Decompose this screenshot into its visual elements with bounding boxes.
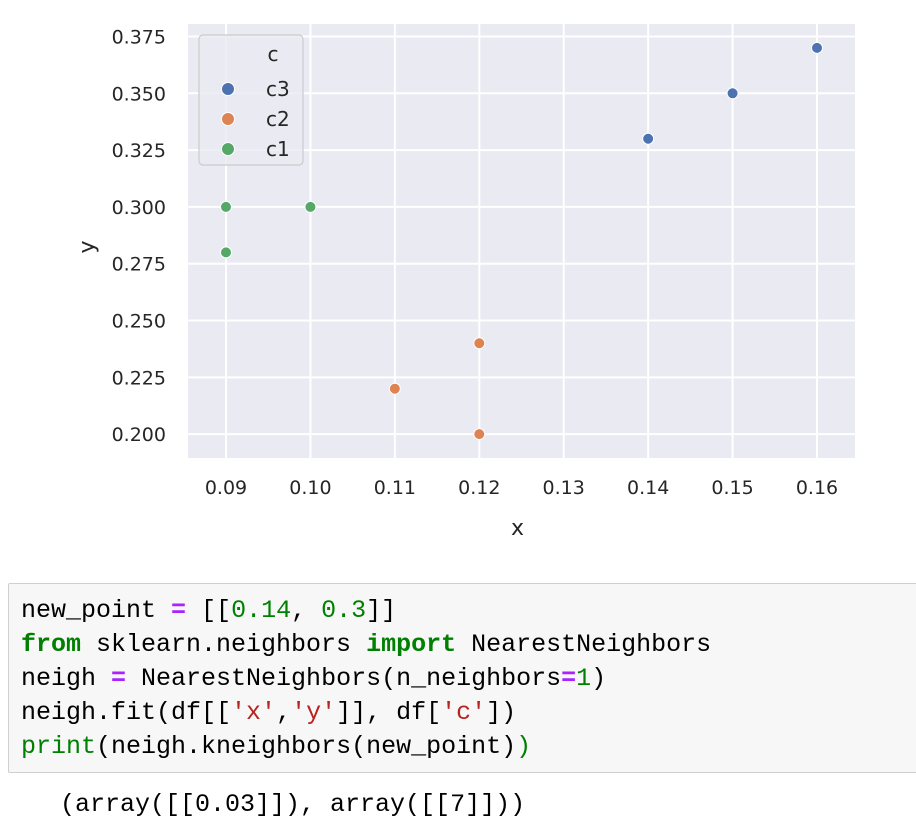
y-tick-label: 0.225 — [112, 367, 166, 389]
code-token: 'y' — [291, 698, 337, 727]
data-point-c2 — [473, 337, 486, 350]
y-tick-label: 0.200 — [112, 424, 166, 446]
legend-label-c3: c3 — [266, 77, 290, 101]
code-token: print — [21, 732, 97, 761]
legend-marker-c2 — [221, 112, 235, 126]
legend-marker-c3 — [221, 82, 235, 96]
data-point-c3 — [726, 87, 739, 100]
x-tick-label: 0.10 — [289, 477, 331, 499]
code-token: neigh.kneighbors(new_point) — [111, 732, 517, 761]
y-tick-label: 0.300 — [112, 197, 166, 219]
code-line: from sklearn.neighbors import NearestNei… — [21, 628, 711, 662]
code-token: 0.14 — [231, 596, 292, 625]
code-token: 'c' — [441, 698, 487, 727]
code-token: = — [561, 664, 577, 693]
code-line: neigh = NearestNeighbors(n_neighbors=1) — [21, 662, 606, 696]
code-token: 'x' — [231, 698, 277, 727]
x-tick-label: 0.12 — [458, 477, 500, 499]
code-token: 1 — [576, 664, 592, 693]
code-token: from — [21, 630, 82, 659]
code-token: = — [171, 596, 187, 625]
x-tick-label: 0.09 — [205, 477, 247, 499]
chart-svg: 0.09 0.10 0.11 0.12 0.13 0.14 0.15 0.16 0.200 0.2… — [75, 24, 855, 541]
code-token: new_point — [21, 596, 172, 625]
code-token: ]] — [366, 596, 397, 625]
legend-label-c2: c2 — [266, 107, 290, 131]
code-token: 0.3 — [321, 596, 367, 625]
data-point-c2 — [388, 382, 401, 395]
code-token: sklearn.neighbors — [81, 630, 367, 659]
code-token: neigh — [21, 664, 112, 693]
code-line: neigh.fit(df[['x','y']], df['c']) — [21, 696, 516, 730]
x-tick-label: 0.16 — [796, 477, 838, 499]
code-token: import — [366, 630, 457, 659]
x-tick-label: 0.15 — [711, 477, 753, 499]
code-token: ) — [516, 732, 532, 761]
legend-marker-c1 — [221, 142, 235, 156]
cell-output: (array([[0.03]]), array([[7]])) — [60, 790, 526, 819]
data-point-c1 — [219, 246, 232, 259]
data-point-c3 — [642, 132, 655, 145]
data-point-c1 — [219, 200, 232, 213]
data-point-c1 — [304, 200, 317, 213]
code-line: new_point = [[0.14, 0.3]] — [21, 594, 396, 628]
code-token: , — [276, 698, 292, 727]
data-point-c3 — [811, 41, 824, 54]
x-tick-label: 0.13 — [543, 477, 585, 499]
code-token: , — [291, 596, 322, 625]
y-tick-label: 0.325 — [112, 140, 166, 162]
code-token: = — [111, 664, 127, 693]
code-token: NearestNeighbors — [456, 630, 712, 659]
y-tick-label: 0.250 — [112, 311, 166, 333]
x-axis-label: x — [511, 516, 524, 541]
code-token: ) — [591, 664, 607, 693]
code-cell[interactable]: new_point = [[0.14, 0.3]] from sklearn.ne… — [8, 583, 916, 773]
data-point-c2 — [473, 428, 486, 441]
x-tick-label: 0.14 — [627, 477, 669, 499]
legend-label-c1: c1 — [266, 137, 290, 161]
code-line: print(neigh.kneighbors(new_point)) — [21, 730, 531, 764]
x-tick-label: 0.11 — [374, 477, 416, 499]
legend-title: c — [268, 42, 279, 66]
y-tick-label: 0.375 — [112, 26, 166, 48]
code-token: ]], df[ — [336, 698, 442, 727]
code-token: [[ — [186, 596, 232, 625]
code-token: NearestNeighbors(n_neighbors — [126, 664, 562, 693]
code-token: ( — [96, 732, 112, 761]
scatter-chart: 0.09 0.10 0.11 0.12 0.13 0.14 0.15 0.16 0.200 0.2… — [75, 24, 855, 541]
y-tick-label: 0.350 — [112, 83, 166, 105]
code-token: neigh.fit(df[[ — [21, 698, 232, 727]
code-token: ]) — [486, 698, 517, 727]
y-axis-label: y — [75, 240, 100, 253]
y-tick-label: 0.275 — [112, 254, 166, 276]
legend-box — [198, 34, 304, 166]
